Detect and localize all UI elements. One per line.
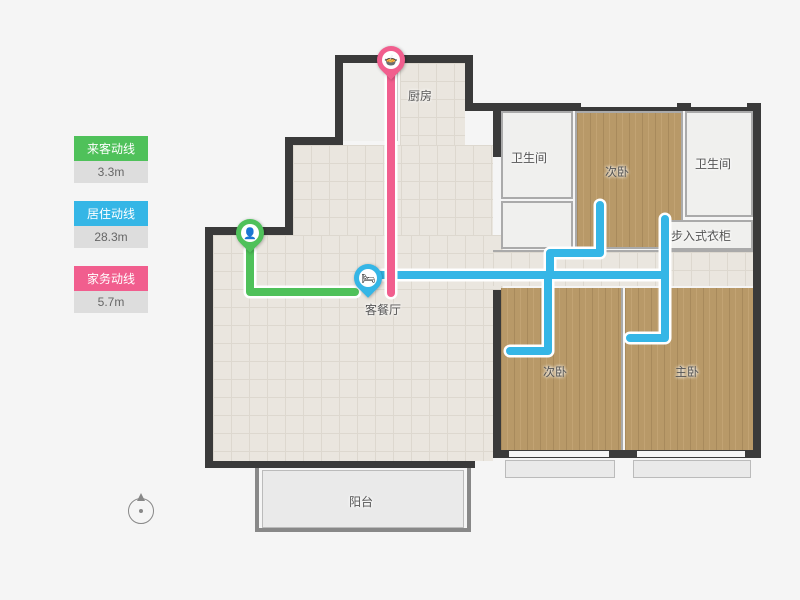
- path-overlay-2: [205, 55, 760, 555]
- legend-guest-value: 3.3m: [74, 161, 148, 183]
- bed-icon: 🛏: [359, 269, 377, 287]
- legend-guest-label: 来客动线: [74, 136, 148, 161]
- compass-icon: [128, 498, 158, 528]
- legend-chore: 家务动线 5.7m: [74, 266, 148, 313]
- legend-chore-value: 5.7m: [74, 291, 148, 313]
- pot-icon: 🍲: [382, 51, 400, 69]
- path-live-color: [370, 205, 665, 351]
- marker-live: 🛏: [354, 264, 382, 300]
- marker-chore: 🍲: [377, 46, 405, 82]
- legend: 来客动线 3.3m 居住动线 28.3m 家务动线 5.7m: [74, 136, 148, 331]
- person-icon: 👤: [241, 224, 259, 242]
- marker-guest: 👤: [236, 219, 264, 255]
- floorplan: 厨房 卫生间 次卧 卫生间 步入式衣柜 次卧 主卧 客餐厅 阳台 👤 🍲 🛏: [205, 55, 760, 555]
- legend-live-label: 居住动线: [74, 201, 148, 226]
- legend-live-value: 28.3m: [74, 226, 148, 248]
- path-guest-border: [250, 250, 355, 292]
- legend-live: 居住动线 28.3m: [74, 201, 148, 248]
- legend-guest: 来客动线 3.3m: [74, 136, 148, 183]
- legend-chore-label: 家务动线: [74, 266, 148, 291]
